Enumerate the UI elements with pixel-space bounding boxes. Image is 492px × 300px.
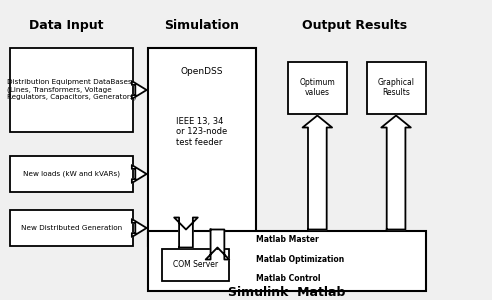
Text: New loads (kW and kVARs): New loads (kW and kVARs): [23, 171, 120, 177]
Polygon shape: [132, 81, 147, 99]
Text: IEEE 13, 34
or 123-node
test feeder: IEEE 13, 34 or 123-node test feeder: [176, 117, 227, 147]
Text: Distribution Equipment DataBases
(Lines, Transformers, Voltage
Regulators, Capac: Distribution Equipment DataBases (Lines,…: [7, 80, 136, 100]
Text: Simulation: Simulation: [164, 19, 239, 32]
Text: Graphical
Results: Graphical Results: [377, 78, 415, 98]
Bar: [288, 61, 347, 114]
Bar: [10, 156, 133, 192]
Bar: [367, 61, 426, 114]
Text: Output Results: Output Results: [302, 19, 407, 32]
Polygon shape: [174, 218, 198, 248]
Text: Matlab Control: Matlab Control: [256, 274, 320, 283]
Polygon shape: [132, 219, 147, 237]
Bar: [162, 249, 229, 280]
Text: New Distributed Generation: New Distributed Generation: [21, 225, 122, 231]
Polygon shape: [206, 230, 229, 260]
Text: OpenDSS: OpenDSS: [181, 68, 223, 76]
Text: Data Input: Data Input: [29, 19, 104, 32]
Bar: [148, 231, 426, 291]
Bar: [10, 48, 133, 132]
Polygon shape: [303, 116, 332, 230]
Text: Simulink  Matlab: Simulink Matlab: [228, 286, 345, 298]
Text: Optimum
values: Optimum values: [300, 78, 335, 98]
Text: Matlab Master: Matlab Master: [256, 236, 319, 244]
Bar: [10, 210, 133, 246]
Text: Matlab Optimization: Matlab Optimization: [256, 255, 344, 264]
Bar: [148, 48, 256, 246]
Polygon shape: [381, 116, 411, 230]
Polygon shape: [132, 165, 147, 183]
Text: COM Server: COM Server: [173, 260, 218, 269]
